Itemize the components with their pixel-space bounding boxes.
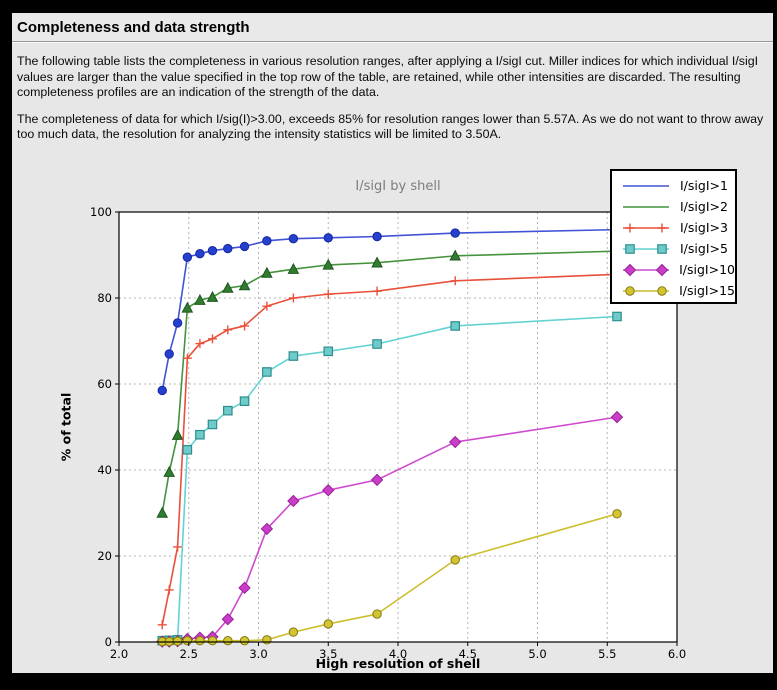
description-paragraph-1: The following table lists the completene… [17,54,759,100]
page-title: Completeness and data strength [17,19,250,36]
section-header: Completeness and data strength [12,13,773,42]
description-paragraph-2: The completeness of data for which I/sig… [17,111,764,142]
content-panel: The following table lists the completene… [12,43,773,673]
report-window: Completeness and data strength The follo… [12,13,773,673]
